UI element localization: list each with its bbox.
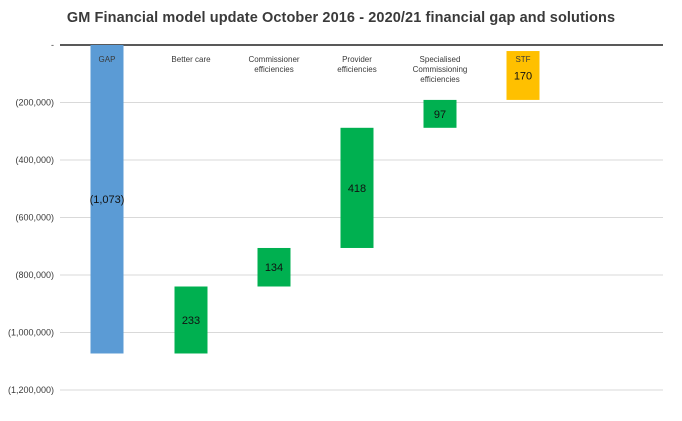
bar-0 bbox=[90, 45, 124, 354]
category-label: efficiencies bbox=[337, 65, 376, 74]
y-axis-ticks: - (200,000) (400,000) (600,000) (800,000) (1,… bbox=[8, 40, 54, 395]
category-label: STF bbox=[515, 55, 530, 64]
y-tick-label: (400,000) bbox=[15, 155, 54, 165]
y-tick-label: (1,200,000) bbox=[8, 385, 54, 395]
bar-2 bbox=[257, 247, 291, 287]
category-label: Better care bbox=[171, 55, 211, 64]
bar-3 bbox=[340, 127, 374, 248]
chart-title: GM Financial model update October 2016 -… bbox=[66, 10, 616, 26]
category-label: Specialised bbox=[420, 55, 461, 64]
category-label: efficiencies bbox=[254, 65, 293, 74]
data-label: (1,073) bbox=[90, 194, 125, 206]
y-tick-label: (800,000) bbox=[15, 270, 54, 280]
y-tick-label: (1,000,000) bbox=[8, 328, 54, 338]
bars bbox=[90, 45, 540, 354]
bar-1 bbox=[174, 286, 208, 354]
category-label: GAP bbox=[99, 55, 116, 64]
data-label: 134 bbox=[265, 262, 283, 274]
data-label: 233 bbox=[182, 315, 200, 327]
data-labels: (1,073) 233 134 418 97 170 bbox=[90, 70, 533, 327]
category-label: efficiencies bbox=[420, 75, 459, 84]
category-labels: GAP Better care CommissionerefficienciesPr… bbox=[99, 55, 531, 84]
data-label: 170 bbox=[514, 70, 532, 82]
category-label: Commissioner bbox=[248, 55, 299, 64]
category-label: Commissioning bbox=[413, 65, 468, 74]
data-label: 97 bbox=[434, 109, 446, 121]
y-tick-label: - bbox=[51, 40, 54, 50]
bar-5 bbox=[506, 51, 540, 100]
y-tick-label: (600,000) bbox=[15, 213, 54, 223]
bar-4 bbox=[423, 99, 457, 128]
category-label: Provider bbox=[342, 55, 372, 64]
y-tick-label: (200,000) bbox=[15, 98, 54, 108]
data-label: 418 bbox=[348, 183, 366, 195]
